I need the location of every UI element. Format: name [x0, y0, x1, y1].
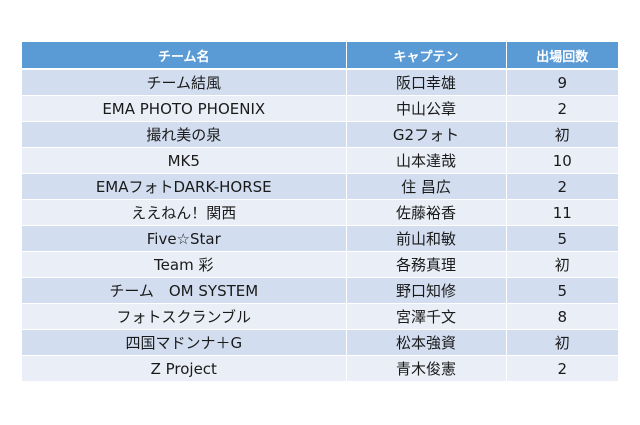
appearances-cell: 8	[506, 303, 618, 330]
team-name-cell: Z Project	[22, 355, 347, 382]
table-body: チーム結風 阪口幸雄 9 EMA PHOTO PHOENIX 中山公章 2 撮れ…	[22, 69, 618, 382]
captain-cell: 松本強資	[346, 329, 507, 356]
header-appearances: 出場回数	[506, 42, 618, 70]
table-row: 撮れ美の泉 G2フォト 初	[22, 121, 618, 148]
header-row: チーム名 キャプテン 出場回数	[22, 42, 618, 70]
team-name-cell: EMAフォトDARK-HORSE	[22, 173, 347, 200]
team-name-cell: Team 彩	[22, 251, 347, 278]
captain-cell: 佐藤裕香	[346, 199, 507, 226]
captain-cell: 野口知修	[346, 277, 507, 304]
teams-table-container: チーム名 キャプテン 出場回数 チーム結風 阪口幸雄 9 EMA PHOTO P…	[22, 42, 618, 382]
table-row: EMAフォトDARK-HORSE 住 昌広 2	[22, 173, 618, 200]
captain-cell: 阪口幸雄	[346, 69, 507, 96]
table-row: Z Project 青木俊憲 2	[22, 355, 618, 382]
captain-cell: 前山和敏	[346, 225, 507, 252]
appearances-cell: 2	[506, 173, 618, 200]
appearances-cell: 11	[506, 199, 618, 226]
team-name-cell: EMA PHOTO PHOENIX	[22, 95, 347, 122]
captain-cell: 住 昌広	[346, 173, 507, 200]
captain-cell: 青木俊憲	[346, 355, 507, 382]
table-row: 四国マドンナ＋G 松本強資 初	[22, 329, 618, 356]
appearances-cell: 2	[506, 95, 618, 122]
captain-cell: 宮澤千文	[346, 303, 507, 330]
appearances-cell: 初	[506, 121, 618, 148]
team-name-cell: ええねん！関西	[22, 199, 347, 226]
appearances-cell: 10	[506, 147, 618, 174]
table-row: ええねん！関西 佐藤裕香 11	[22, 199, 618, 226]
table-row: EMA PHOTO PHOENIX 中山公章 2	[22, 95, 618, 122]
table-row: Team 彩 各務真理 初	[22, 251, 618, 278]
appearances-cell: 2	[506, 355, 618, 382]
appearances-cell: 9	[506, 69, 618, 96]
header-captain: キャプテン	[346, 42, 507, 70]
team-name-cell: チーム OM SYSTEM	[22, 277, 347, 304]
captain-cell: G2フォト	[346, 121, 507, 148]
table-row: チーム OM SYSTEM 野口知修 5	[22, 277, 618, 304]
team-name-cell: MK5	[22, 147, 347, 174]
team-name-cell: Five☆Star	[22, 225, 347, 252]
appearances-cell: 5	[506, 277, 618, 304]
captain-cell: 中山公章	[346, 95, 507, 122]
appearances-cell: 5	[506, 225, 618, 252]
table-row: チーム結風 阪口幸雄 9	[22, 69, 618, 96]
table-row: Five☆Star 前山和敏 5	[22, 225, 618, 252]
team-name-cell: 四国マドンナ＋G	[22, 329, 347, 356]
header-team-name: チーム名	[22, 42, 347, 70]
appearances-cell: 初	[506, 329, 618, 356]
table-row: フォトスクランブル 宮澤千文 8	[22, 303, 618, 330]
captain-cell: 各務真理	[346, 251, 507, 278]
captain-cell: 山本達哉	[346, 147, 507, 174]
table-header: チーム名 キャプテン 出場回数	[22, 42, 618, 70]
team-name-cell: チーム結風	[22, 69, 347, 96]
teams-table: チーム名 キャプテン 出場回数 チーム結風 阪口幸雄 9 EMA PHOTO P…	[22, 42, 618, 382]
table-row: MK5 山本達哉 10	[22, 147, 618, 174]
team-name-cell: フォトスクランブル	[22, 303, 347, 330]
team-name-cell: 撮れ美の泉	[22, 121, 347, 148]
appearances-cell: 初	[506, 251, 618, 278]
